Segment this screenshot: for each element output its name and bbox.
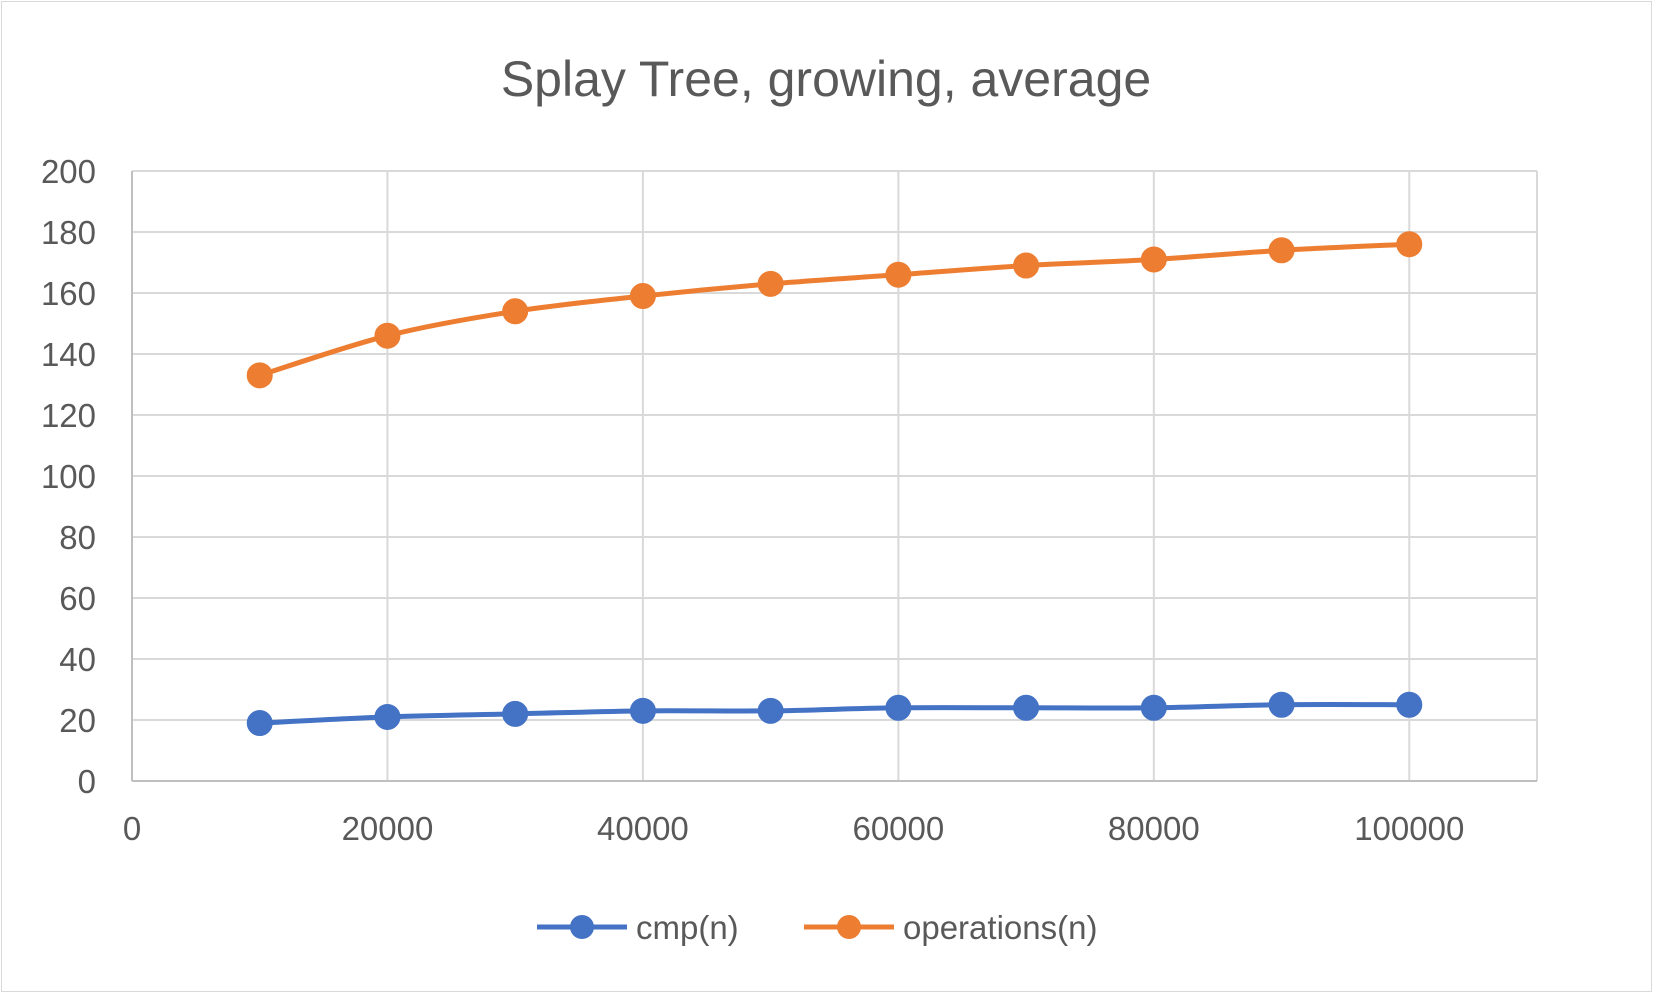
data-point (502, 298, 529, 325)
legend-label: cmp(n) (636, 909, 739, 946)
y-tick-label: 20 (59, 702, 96, 739)
legend-marker (570, 915, 594, 939)
legend-item: operations(n) (804, 909, 1097, 946)
data-point (1140, 694, 1167, 721)
series-line (257, 241, 1412, 378)
chart-title: Splay Tree, growing, average (501, 51, 1151, 107)
y-tick-label: 140 (41, 336, 96, 373)
y-tick-label: 40 (59, 641, 96, 678)
data-point (1268, 691, 1295, 718)
data-point (885, 694, 912, 721)
x-tick-label: 40000 (597, 810, 689, 847)
legend-marker (837, 915, 861, 939)
gridlines (132, 170, 1538, 781)
series-operations (246, 231, 1423, 389)
data-point (629, 697, 656, 724)
series (246, 231, 1423, 737)
y-tick-label: 200 (41, 153, 96, 190)
data-point (757, 697, 784, 724)
data-point (757, 270, 784, 297)
data-point (885, 261, 912, 288)
x-tick-label: 100000 (1354, 810, 1464, 847)
axes: 0 20 40 60 80 100 120 140 160 180 200 0 20000 40000 60… (41, 153, 1537, 847)
y-tick-label: 100 (41, 458, 96, 495)
y-tick-label: 60 (59, 580, 96, 617)
data-point (246, 710, 273, 737)
data-point (629, 283, 656, 310)
data-point (1268, 237, 1295, 264)
data-point (1140, 246, 1167, 273)
data-point (374, 703, 401, 730)
legend-item: cmp(n) (537, 909, 739, 946)
y-tick-label: 180 (41, 214, 96, 251)
series-line (257, 702, 1412, 726)
legend-label: operations(n) (903, 909, 1097, 946)
y-tick-label: 160 (41, 275, 96, 312)
data-point (246, 362, 273, 389)
x-tick-label: 0 (123, 810, 141, 847)
data-point (374, 322, 401, 349)
legend: cmp(n) operations(n) (537, 909, 1097, 946)
data-point (1013, 252, 1040, 279)
x-tick-label: 80000 (1108, 810, 1200, 847)
data-point (1396, 691, 1423, 718)
y-tick-label: 0 (78, 763, 96, 800)
x-tick-label: 60000 (852, 810, 944, 847)
y-tick-label: 120 (41, 397, 96, 434)
data-point (502, 700, 529, 727)
x-tick-label: 20000 (342, 810, 434, 847)
y-tick-label: 80 (59, 519, 96, 556)
data-point (1396, 231, 1423, 258)
series-cmp (246, 691, 1423, 737)
data-point (1013, 694, 1040, 721)
